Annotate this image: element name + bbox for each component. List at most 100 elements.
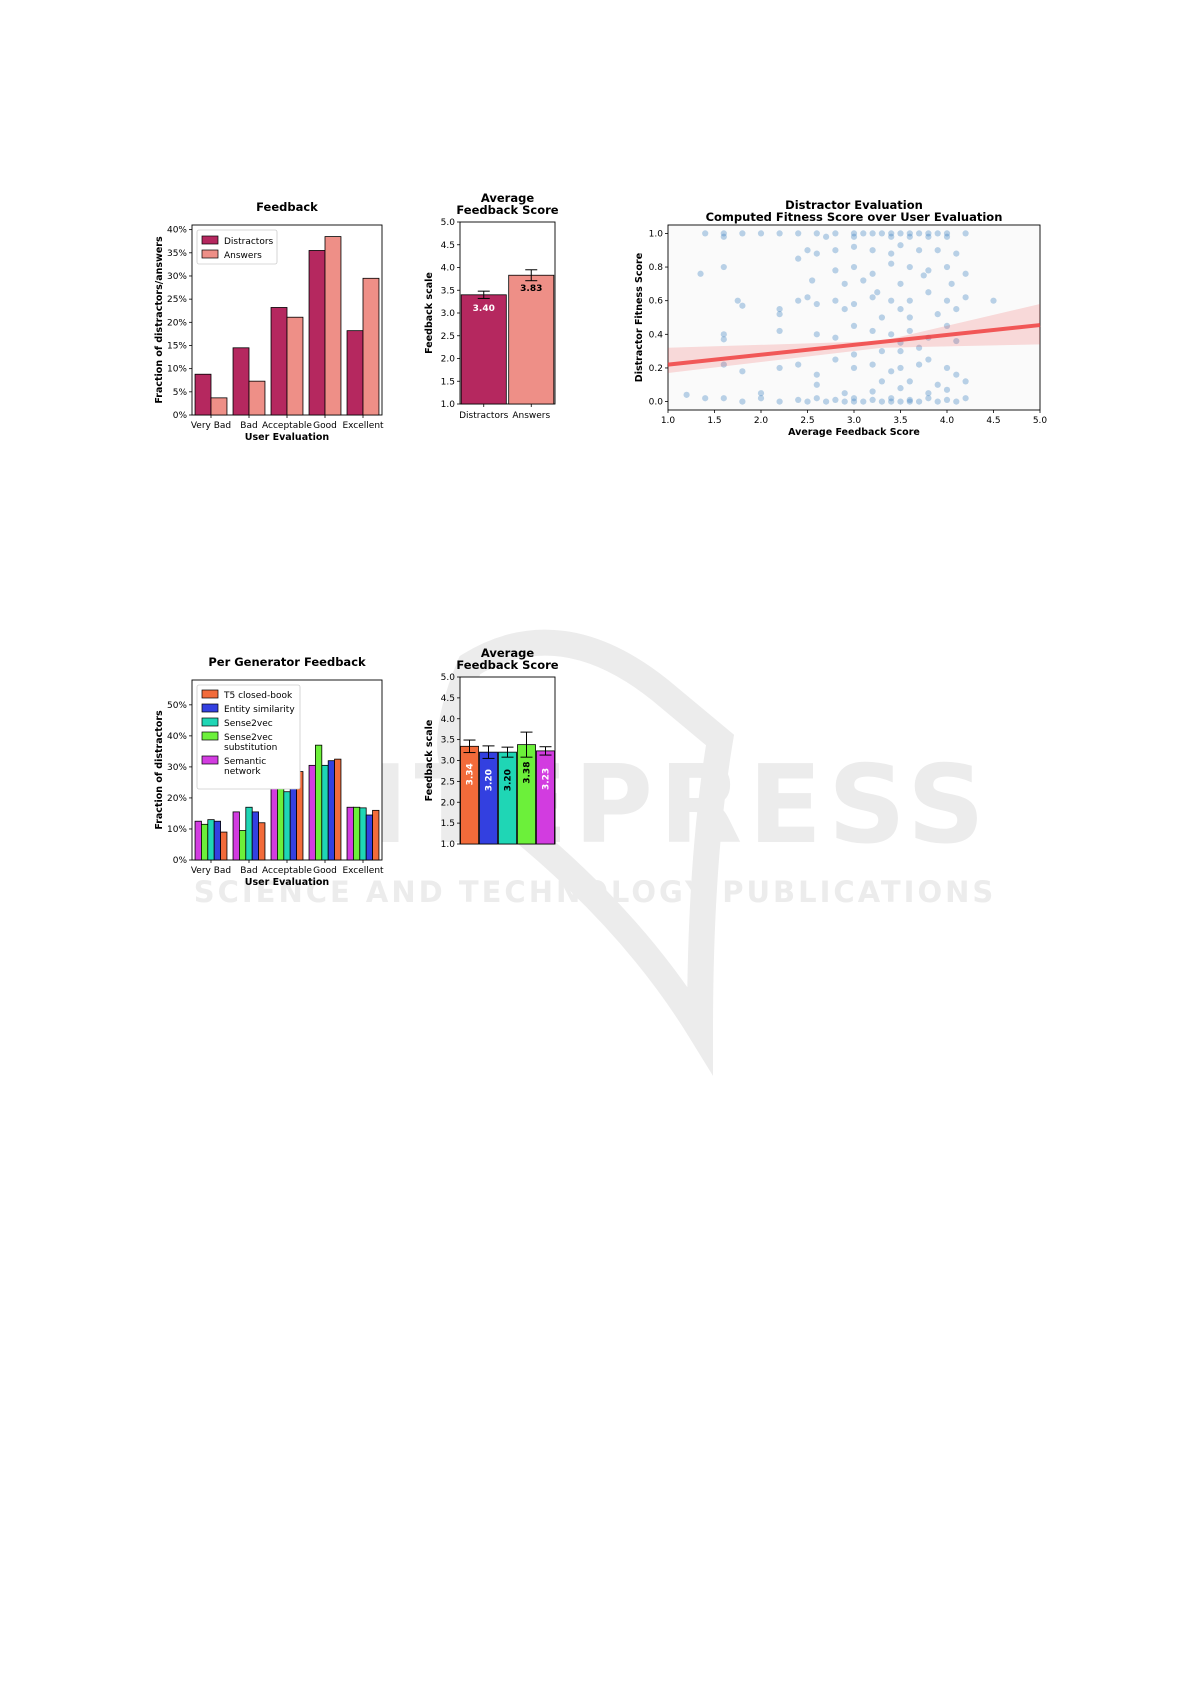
scatter-point	[925, 289, 932, 296]
scatter-point	[878, 398, 885, 405]
scatter-point	[739, 302, 746, 309]
scatter-point	[916, 398, 923, 405]
feedback-ytick-label: 15%	[167, 341, 187, 351]
scatter-point	[953, 305, 960, 313]
avg2-ytick-label: 2.5	[441, 777, 455, 787]
bar-pergen	[308, 764, 316, 861]
legend-label-generator: Sense2vec	[224, 719, 273, 729]
scatter-point	[916, 344, 923, 351]
feedback-ytick-label: 25%	[167, 295, 187, 305]
bar-pergen	[346, 806, 354, 861]
avg2-title: Feedback Score	[456, 658, 558, 672]
data-label-avg1: 3.40	[473, 304, 495, 314]
data-label-avg2: 3.20	[504, 769, 514, 791]
bar-feedback	[232, 347, 250, 416]
scatter-ytick-label: 0.8	[649, 263, 664, 273]
legend-swatch-distractors	[201, 235, 219, 245]
bar-avg2	[498, 751, 517, 845]
scatter-point	[850, 233, 858, 240]
pergen-ytick-label: 30%	[167, 763, 187, 773]
feedback-ytick-label: 40%	[167, 226, 187, 236]
scatter-point	[720, 230, 727, 237]
scatter-point	[813, 300, 820, 308]
bar-pergen	[194, 820, 202, 861]
scatter-point	[920, 272, 927, 279]
scatter-point	[832, 396, 839, 404]
scatter-point	[990, 297, 997, 304]
scatter-point	[850, 351, 858, 358]
bar-feedback	[194, 373, 212, 416]
scatter-point	[925, 230, 932, 237]
scatter-point	[850, 364, 858, 372]
scatter-point	[943, 230, 951, 237]
scatter-ytick-label: 0.4	[649, 330, 664, 340]
scatter-point	[860, 230, 867, 237]
bar-pergen	[232, 811, 240, 861]
scatter-point	[869, 327, 876, 335]
scatter-point	[850, 263, 858, 271]
scatter-point	[962, 230, 969, 237]
pergen-xtick-label: Acceptable	[262, 866, 312, 876]
avg2-ytick-label: 1.5	[441, 819, 455, 829]
scatter-point	[860, 277, 867, 284]
scatter-point	[906, 230, 913, 237]
scatter-xtick-label: 3.0	[847, 416, 862, 426]
legend-label-generator: Semantic	[224, 757, 266, 767]
scatter-point	[874, 289, 881, 296]
scatter-point	[795, 297, 802, 304]
scatter-title: Distractor Evaluation	[785, 198, 923, 212]
scatter-point	[757, 230, 765, 237]
scatter-ytick-label: 0.2	[649, 364, 663, 374]
scatter-point	[916, 230, 923, 237]
bar-feedback	[270, 307, 288, 416]
scatter-point	[720, 395, 727, 402]
scatter-point	[897, 348, 904, 355]
scatter-point	[804, 398, 811, 405]
scatter-point	[906, 314, 913, 321]
scatter-title: Computed Fitness Score over User Evaluat…	[706, 210, 1003, 224]
bar-avg1	[508, 274, 555, 405]
bar-pergen	[201, 823, 209, 861]
bar-pergen	[327, 760, 335, 861]
avg1-ylabel: Feedback scale	[424, 272, 435, 354]
scatter-point	[776, 230, 783, 237]
scatter-point	[720, 331, 727, 338]
scatter-point	[934, 381, 941, 388]
scatter-point	[897, 230, 904, 237]
scatter-point	[813, 331, 820, 338]
pergen-ytick-label: 50%	[167, 701, 187, 711]
scatter-point	[776, 305, 783, 313]
bar-pergen	[365, 814, 373, 861]
scatter-point	[813, 395, 820, 402]
scatter-point	[888, 230, 895, 237]
scatter-point	[925, 267, 932, 274]
bar-pergen	[213, 820, 221, 861]
pergen-title: Per Generator Feedback	[208, 655, 366, 669]
scatter-point	[832, 356, 839, 363]
bar-pergen	[220, 831, 228, 861]
bar-pergen	[258, 822, 266, 861]
pergen-ytick-label: 10%	[167, 825, 187, 835]
scatter-point	[897, 364, 904, 372]
avg2-ytick-label: 1.0	[441, 840, 456, 850]
scatter-point	[953, 371, 960, 378]
feedback-xtick-label: Good	[313, 421, 337, 431]
bar-pergen	[277, 785, 285, 861]
avg2-ytick-label: 3.5	[441, 736, 455, 746]
scatter-point	[897, 280, 904, 287]
scatter-point	[934, 398, 941, 405]
feedback-title: Feedback	[256, 200, 318, 214]
scatter-point	[962, 378, 969, 385]
scatter-point	[739, 230, 746, 237]
avg1-xtick-label: Distractors	[459, 411, 509, 421]
scatter-point	[943, 233, 951, 240]
feedback-chart: 0% 5% 10% 15% 20% 25% 30% 35% 40% Very Bad Bad Acce…	[154, 200, 384, 443]
scatter-point	[962, 270, 969, 277]
scatter-point	[841, 305, 848, 313]
scatter-point	[916, 247, 923, 254]
scatter-point	[720, 233, 727, 240]
scatter-xtick-label: 1.0	[661, 416, 676, 426]
bar-pergen	[283, 791, 291, 861]
scatter-point	[841, 280, 848, 287]
scatter-point	[897, 305, 904, 313]
